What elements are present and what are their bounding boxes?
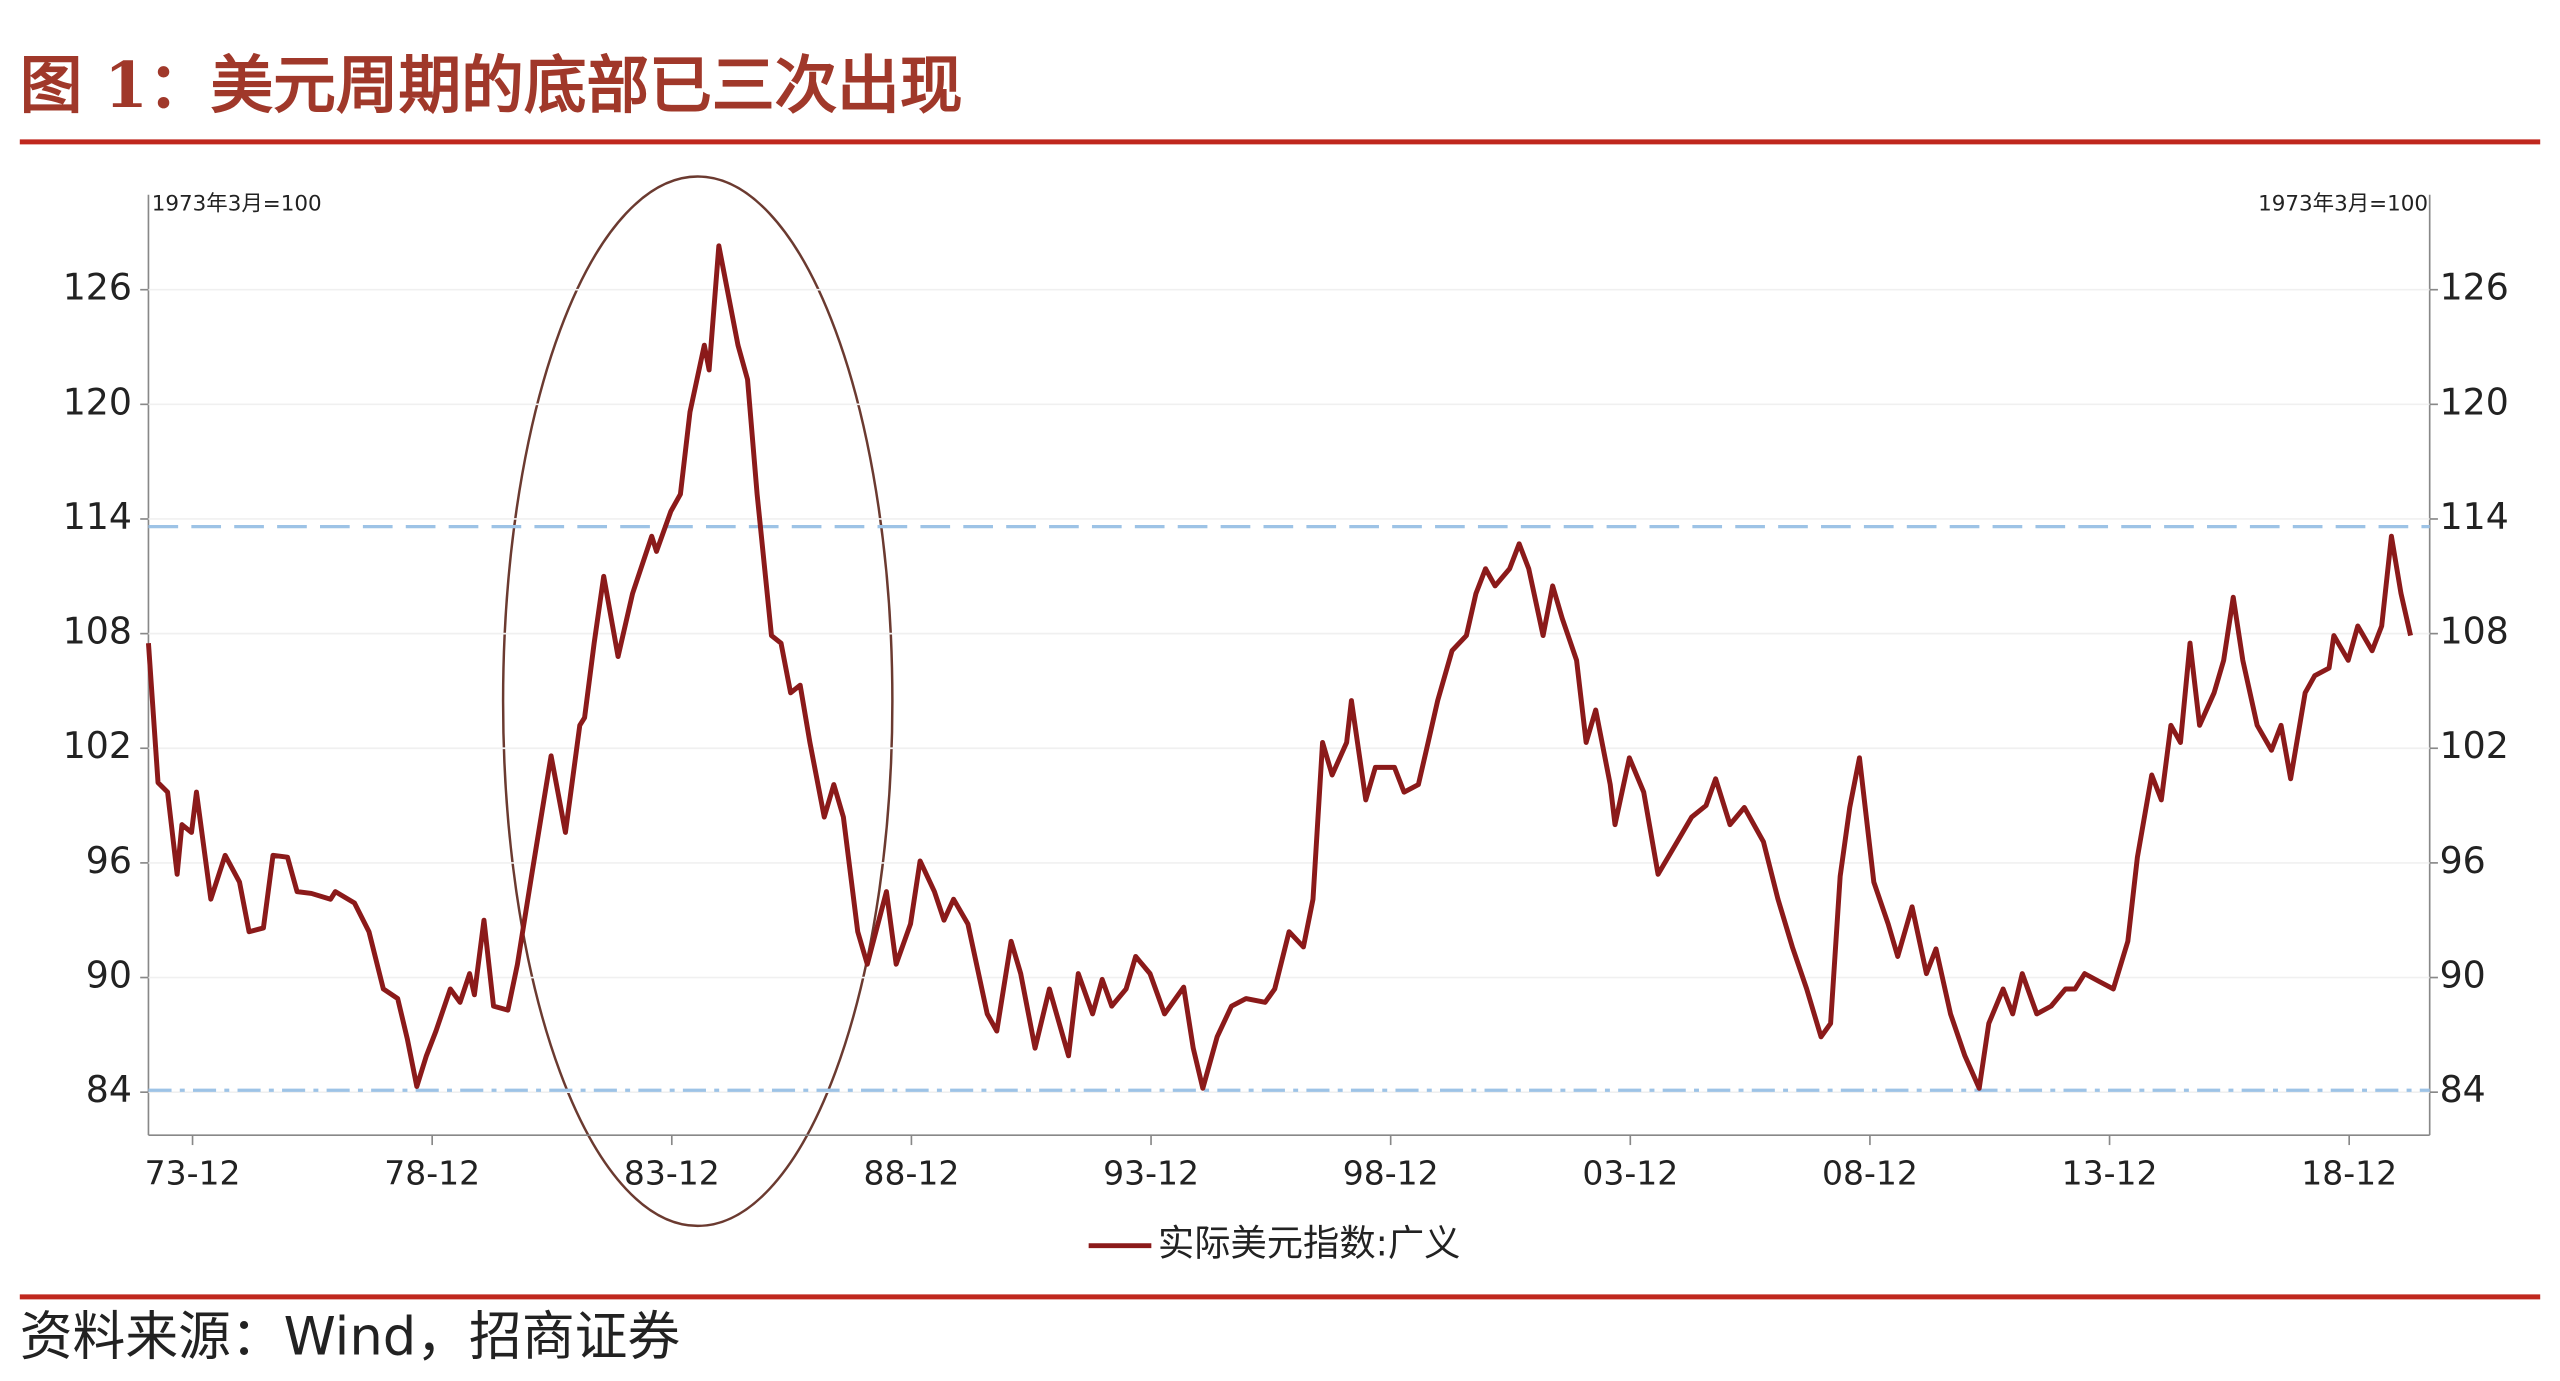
y2-tick-label: 120 xyxy=(2440,380,2509,423)
y-tick-label: 84 xyxy=(86,1068,132,1111)
legend-label: 实际美元指数:广义 xyxy=(1158,1222,1460,1265)
x-tick-label: 08-12 xyxy=(1822,1153,1918,1192)
y-tick-label: 120 xyxy=(63,380,132,423)
x-tick-label: 03-12 xyxy=(1582,1153,1678,1192)
x-tick-label: 13-12 xyxy=(2062,1153,2158,1192)
y2-tick-label: 126 xyxy=(2440,266,2509,309)
x-tick-label: 88-12 xyxy=(863,1153,959,1192)
x-tick-label: 83-12 xyxy=(624,1153,720,1192)
y-tick-label: 114 xyxy=(63,495,132,538)
y-tick-label: 96 xyxy=(86,839,132,882)
y-tick-label: 90 xyxy=(86,954,132,997)
figure-title: 图 1：美元周期的底部已三次出现 xyxy=(20,48,963,122)
y2-tick-label: 90 xyxy=(2440,954,2486,997)
y-tick-label: 102 xyxy=(63,724,132,767)
y2-tick-label: 108 xyxy=(2440,610,2509,653)
y2-tick-label: 84 xyxy=(2440,1068,2486,1111)
highlight-ellipse xyxy=(501,175,894,1228)
x-tick-label: 78-12 xyxy=(384,1153,480,1192)
x-tick-label: 18-12 xyxy=(2301,1153,2397,1192)
x-tick-label: 93-12 xyxy=(1103,1153,1199,1192)
annotation: 1973年3月=100 xyxy=(152,192,322,217)
source: 资料来源：Wind，招商证券 xyxy=(20,1306,680,1367)
y-tick-label: 126 xyxy=(63,266,132,309)
x-tick-label: 73-12 xyxy=(145,1153,241,1192)
data-line xyxy=(145,243,2413,1091)
y2-tick-label: 96 xyxy=(2440,839,2486,882)
y2-tick-label: 102 xyxy=(2440,724,2509,767)
x-tick-label: 98-12 xyxy=(1343,1153,1439,1192)
y-tick-label: 108 xyxy=(63,610,132,653)
annotation: 1973年3月=100 xyxy=(2258,192,2428,217)
y2-tick-label: 114 xyxy=(2440,495,2509,538)
